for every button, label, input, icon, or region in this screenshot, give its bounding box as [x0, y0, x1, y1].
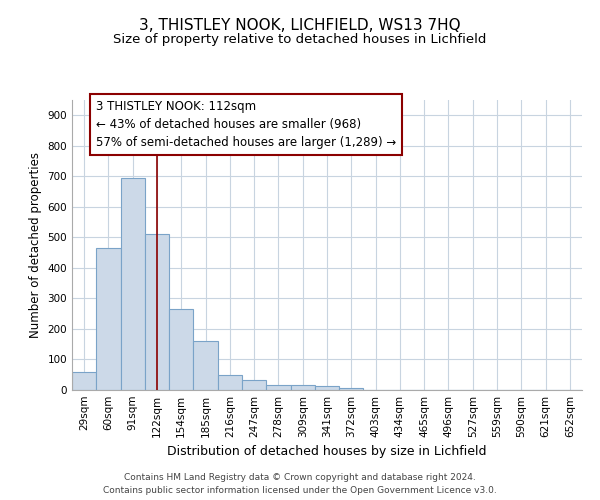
- Bar: [218, 376, 242, 390]
- Bar: [266, 384, 290, 390]
- Y-axis label: Number of detached properties: Number of detached properties: [29, 152, 42, 338]
- Text: 3, THISTLEY NOOK, LICHFIELD, WS13 7HQ: 3, THISTLEY NOOK, LICHFIELD, WS13 7HQ: [139, 18, 461, 32]
- Text: Size of property relative to detached houses in Lichfield: Size of property relative to detached ho…: [113, 32, 487, 46]
- Text: Contains HM Land Registry data © Crown copyright and database right 2024.
Contai: Contains HM Land Registry data © Crown c…: [103, 473, 497, 495]
- Bar: [145, 234, 169, 390]
- Bar: [169, 309, 193, 390]
- Bar: [96, 248, 121, 390]
- Bar: [242, 380, 266, 390]
- X-axis label: Distribution of detached houses by size in Lichfield: Distribution of detached houses by size …: [167, 446, 487, 458]
- Bar: [121, 178, 145, 390]
- Bar: [315, 386, 339, 390]
- Text: 3 THISTLEY NOOK: 112sqm
← 43% of detached houses are smaller (968)
57% of semi-d: 3 THISTLEY NOOK: 112sqm ← 43% of detache…: [96, 100, 397, 149]
- Bar: [72, 372, 96, 390]
- Bar: [339, 388, 364, 390]
- Bar: [193, 341, 218, 390]
- Bar: [290, 386, 315, 390]
